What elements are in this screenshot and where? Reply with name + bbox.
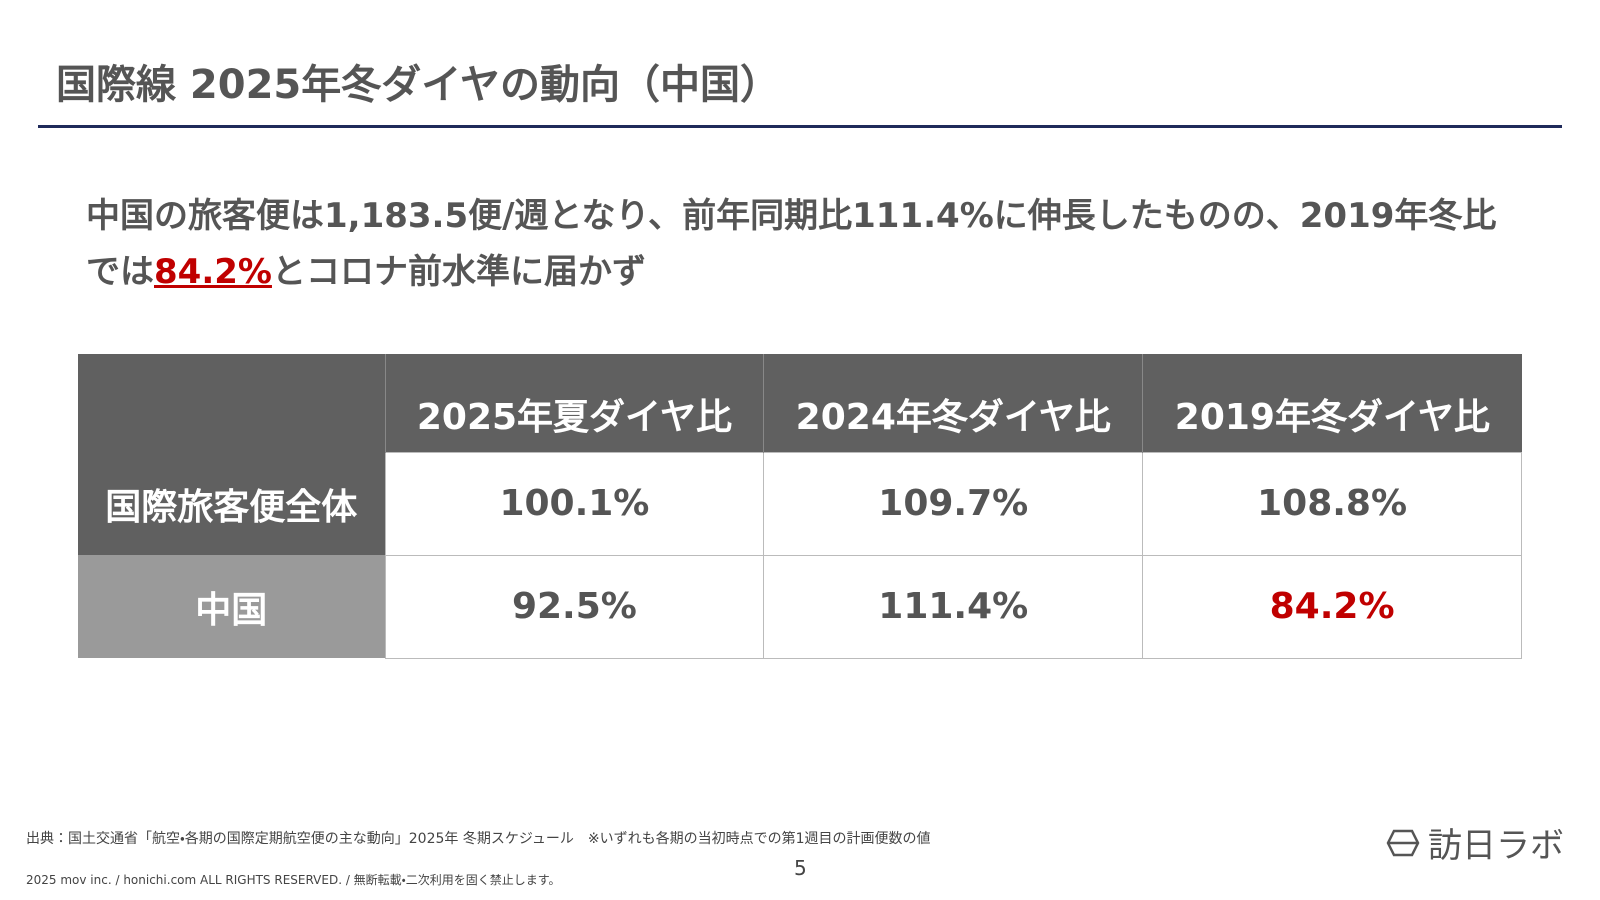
page-number: 5 — [794, 856, 807, 880]
table-header-row: 2025年夏ダイヤ比 2024年冬ダイヤ比 2019年冬ダイヤ比 — [78, 354, 1522, 452]
table-cell: 84.2% — [1142, 554, 1522, 659]
lead-text-part: 中国の旅客便は1,183.5便/週となり、前年同期比111.4%に伸長したものの… — [86, 196, 1497, 292]
table-cell: 108.8% — [1142, 451, 1522, 556]
comparison-table: 2025年夏ダイヤ比 2024年冬ダイヤ比 2019年冬ダイヤ比 国際旅客便全体… — [78, 354, 1522, 659]
column-header: 2025年夏ダイヤ比 — [385, 354, 765, 452]
source-note: 出典：国土交通省「航空・各期の国際定期航空便の主な動向」2025年 冬期スケジュ… — [26, 831, 931, 847]
logo-text: 訪日ラボ — [1428, 826, 1564, 866]
title-rule — [38, 125, 1562, 128]
row-header: 中国 — [78, 555, 385, 658]
lead-text: 中国の旅客便は1,183.5便/週となり、前年同期比111.4%に伸長したものの… — [86, 188, 1526, 300]
table-row: 国際旅客便全体 100.1% 109.7% 108.8% — [78, 451, 1522, 556]
column-header: 2024年冬ダイヤ比 — [763, 354, 1144, 452]
column-header: 2019年冬ダイヤ比 — [1142, 354, 1522, 452]
slide-title: 国際線 2025年冬ダイヤの動向（中国） — [56, 62, 781, 108]
table-cell: 111.4% — [763, 554, 1144, 659]
table-cell: 109.7% — [763, 451, 1144, 556]
logo-icon — [1386, 829, 1420, 856]
row-header: 国際旅客便全体 — [78, 452, 385, 555]
table-row: 中国 92.5% 111.4% 84.2% — [78, 554, 1522, 659]
lead-highlight: 84.2% — [154, 252, 272, 292]
lead-text-part: とコロナ前水準に届かず — [271, 252, 646, 292]
column-header — [78, 354, 386, 452]
table-cell: 100.1% — [384, 451, 765, 556]
copyright: 2025 mov inc. / honichi.com ALL RIGHTS R… — [26, 873, 561, 887]
logo: 訪日ラボ — [1386, 818, 1564, 867]
table-cell: 92.5% — [384, 554, 765, 659]
